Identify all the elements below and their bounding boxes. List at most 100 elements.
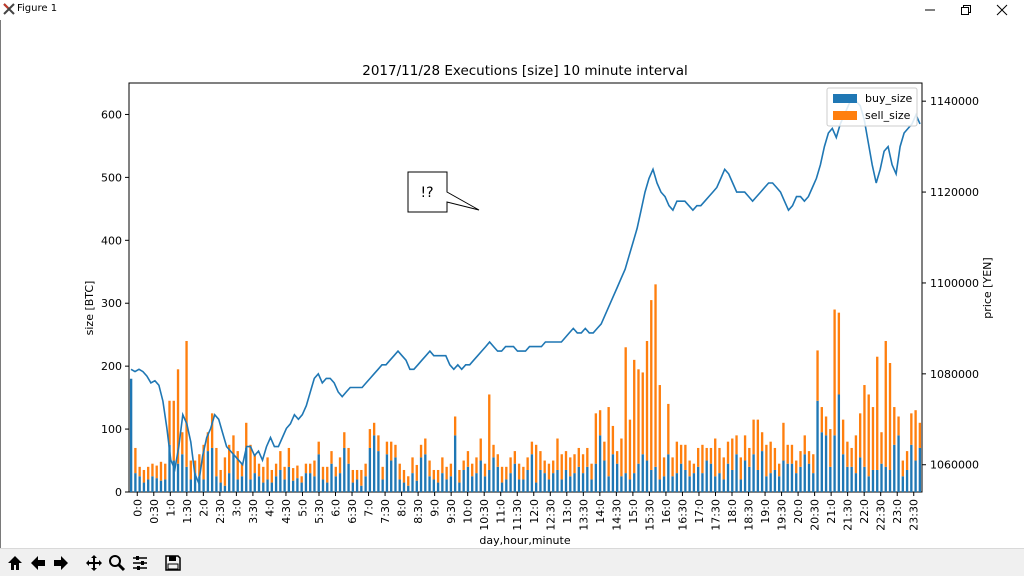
sell-size-bar [662,457,666,477]
buy-size-bar [198,476,201,492]
x-tick-label: 23:0 [891,499,904,524]
sell-size-bar [795,460,798,474]
x-tick-label: 6:0 [330,499,343,517]
buy-size-bar [330,463,333,492]
buy-size-bar [765,476,768,492]
buy-size-bar [658,479,661,492]
x-tick-label: 12:30 [544,499,557,531]
buy-size-bar [338,473,342,492]
buy-size-bar [364,476,367,492]
x-tick-label: 17:30 [709,499,722,531]
sell-size-bar [534,444,538,483]
buy-size-bar [731,469,734,492]
sell-size-bar [705,447,708,461]
x-tick-label: 2:30 [214,499,227,524]
forward-button[interactable] [50,552,72,574]
buy-size-bar [547,479,551,492]
minimize-button[interactable] [912,0,948,20]
buy-size-bar [206,451,210,492]
restore-button[interactable] [948,0,984,20]
y-right-tick-label: 1060000 [930,459,979,472]
sell-size-bar [526,457,529,470]
buy-size-bar [142,482,146,492]
sell-size-bar [918,422,922,448]
buy-size-bar [219,482,222,492]
annotation-callout: !? [407,171,480,213]
buy-size-bar [253,473,256,492]
sell-size-bar [279,451,282,470]
sell-size-bar [846,441,849,467]
sell-size-bar [569,457,572,477]
legend-label-buy: buy_size [865,92,913,105]
sell-size-bar [594,413,598,464]
x-tick-label: 3:0 [230,499,243,517]
sell-size-bar [803,435,806,455]
sell-size-bar [483,463,487,477]
buy-size-bar [172,460,175,492]
sell-size-bar [283,466,286,480]
sell-size-bar [897,416,900,436]
figure-canvas[interactable]: 2017/11/28 Executions [size] 10 minute i… [0,20,1024,548]
buy-size-bar [164,479,167,492]
buy-size-bar [189,479,192,492]
buy-size-bar [147,479,150,492]
x-tick-label: 14:0 [594,499,607,524]
subplots-button[interactable] [129,552,151,574]
sell-size-bar [726,441,730,464]
close-button[interactable] [984,0,1020,20]
back-button[interactable] [27,552,49,574]
buy-size-bar [428,476,431,492]
x-tick-label: 12:0 [528,499,541,524]
sell-size-bar [257,463,261,477]
sell-size-bar [560,454,563,480]
pan-button[interactable] [83,552,105,574]
buy-size-bar [859,457,862,492]
buy-size-bar [914,460,917,492]
buy-size-bar [893,444,896,492]
sell-size-bar [654,284,657,467]
sell-size-bar [671,457,674,477]
buy-size-bar [394,457,397,492]
buy-size-bar [492,457,495,492]
sell-size-bar [769,441,772,474]
home-button[interactable] [4,552,26,574]
y-right-tick-label: 1140000 [930,95,979,108]
sell-size-bar [893,407,896,445]
sell-size-bar [385,441,389,455]
buy-size-bar [334,476,337,492]
sell-size-bar [859,413,862,458]
buy-size-bar [270,482,273,492]
pan-icon [86,555,102,571]
sell-size-bar [355,469,359,480]
buy-size-bar [773,469,777,492]
x-tick-label: 10:30 [478,499,491,531]
buy-size-bar [841,454,845,492]
zoom-button[interactable] [106,552,128,574]
buy-size-bar [347,463,350,492]
buy-size-bar [522,479,525,492]
buy-size-bar [424,454,427,492]
buy-size-bar [232,454,235,492]
buy-size-bar [402,482,406,492]
sell-size-bar [748,447,751,467]
buy-size-bar [449,476,453,492]
buy-size-bar [803,454,806,492]
sell-size-bar [321,466,325,480]
buy-size-bar [274,476,278,492]
buy-size-bar [313,476,316,492]
sell-size-bar [910,413,913,445]
buy-size-bar [321,479,325,492]
x-tick-label: 8:30 [412,499,425,524]
sell-size-bar [453,416,457,436]
buy-size-bar [854,473,858,492]
buy-size-bar [266,479,269,492]
sell-size-bar [739,457,742,480]
buy-size-bar [377,451,380,492]
sell-size-bar [343,432,346,448]
buy-size-bar [880,463,883,492]
buy-size-bar [458,482,461,492]
save-button[interactable] [162,552,184,574]
sell-size-bar [249,444,252,480]
sell-size-bar [407,476,410,486]
buy-size-bar [215,476,218,492]
